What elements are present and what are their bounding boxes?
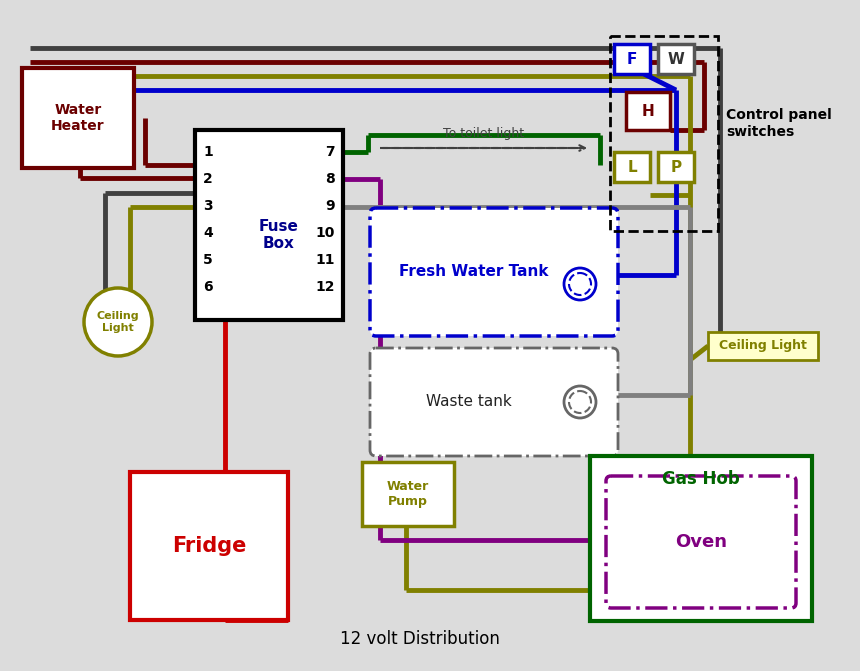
Bar — [610, 36, 718, 231]
Text: Fridge: Fridge — [172, 536, 246, 556]
Bar — [362, 462, 454, 526]
Text: 9: 9 — [325, 199, 335, 213]
Bar — [22, 68, 134, 168]
Text: 1: 1 — [203, 145, 212, 159]
Text: Ceiling
Light: Ceiling Light — [96, 311, 139, 333]
Text: 7: 7 — [325, 145, 335, 159]
Text: 2: 2 — [203, 172, 212, 186]
Circle shape — [564, 268, 596, 300]
Text: 12 volt Distribution: 12 volt Distribution — [340, 630, 500, 648]
Bar — [614, 44, 650, 74]
Bar — [626, 92, 670, 130]
Text: 12: 12 — [316, 280, 335, 294]
Bar — [658, 152, 694, 182]
Text: W: W — [667, 52, 685, 66]
Text: 4: 4 — [203, 226, 212, 240]
Text: 3: 3 — [203, 199, 212, 213]
Bar — [614, 152, 650, 182]
Text: 10: 10 — [316, 226, 335, 240]
Text: 11: 11 — [316, 253, 335, 267]
Text: Control panel
switches: Control panel switches — [726, 109, 832, 139]
Text: Ceiling Light: Ceiling Light — [719, 340, 807, 352]
Text: F: F — [627, 52, 637, 66]
Text: L: L — [627, 160, 636, 174]
Text: H: H — [642, 103, 654, 119]
Text: Fuse
Box: Fuse Box — [259, 219, 299, 251]
Text: P: P — [671, 160, 682, 174]
Text: Waste tank: Waste tank — [426, 395, 512, 409]
Circle shape — [564, 386, 596, 418]
Text: Water
Heater: Water Heater — [52, 103, 105, 133]
FancyBboxPatch shape — [606, 476, 796, 608]
Text: Fresh Water Tank: Fresh Water Tank — [399, 264, 549, 280]
Text: 6: 6 — [203, 280, 212, 294]
Bar — [658, 44, 694, 74]
Bar — [130, 472, 288, 620]
Text: Gas Hob: Gas Hob — [662, 470, 740, 488]
FancyBboxPatch shape — [370, 348, 618, 456]
Text: Oven: Oven — [675, 533, 727, 551]
Text: To toilet light: To toilet light — [444, 127, 525, 140]
Bar — [590, 456, 812, 621]
Text: Water
Pump: Water Pump — [387, 480, 429, 508]
Bar — [195, 130, 343, 320]
Bar — [708, 332, 818, 360]
FancyBboxPatch shape — [370, 208, 618, 336]
Circle shape — [84, 288, 152, 356]
Text: 5: 5 — [203, 253, 212, 267]
Text: 8: 8 — [325, 172, 335, 186]
